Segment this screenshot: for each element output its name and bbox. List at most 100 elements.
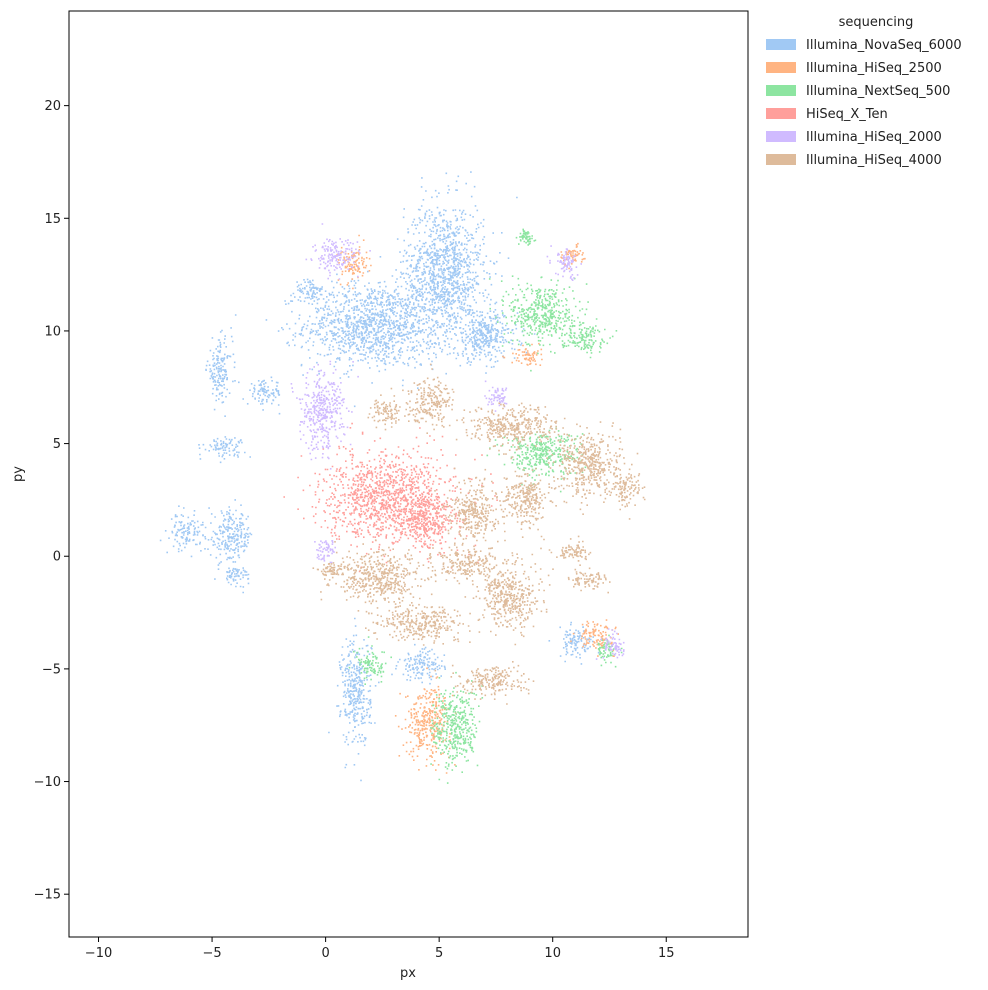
series-Illumina_HiSeq_4000 (312, 363, 646, 705)
cluster-points (595, 628, 625, 660)
cluster-points (430, 671, 484, 784)
cluster-4-1 (305, 223, 371, 280)
cluster-points (552, 567, 611, 594)
cluster-5-11 (434, 661, 535, 705)
cluster-points (515, 228, 537, 246)
cluster-0-10 (391, 643, 446, 685)
cluster-points (198, 436, 251, 464)
y-tick-label: 0 (53, 550, 61, 565)
cluster-points (391, 495, 464, 560)
cluster-5-10 (365, 597, 471, 646)
cluster-points (290, 360, 359, 470)
cluster-points (495, 457, 557, 550)
cluster-0-6 (159, 505, 206, 558)
cluster-points (328, 617, 380, 782)
x-tick-label: 5 (435, 946, 443, 961)
legend-swatch (766, 85, 796, 96)
legend-entry: Illumina_NextSeq_500 (806, 84, 950, 99)
legend-swatch (766, 154, 796, 165)
cluster-points (365, 597, 471, 646)
cluster-2-3 (430, 671, 484, 784)
cluster-1-4 (502, 342, 543, 366)
cluster-0-9 (328, 617, 380, 782)
x-tick-label: 15 (658, 946, 675, 961)
cluster-points (402, 363, 455, 434)
cluster-points (434, 661, 535, 705)
cluster-5-9 (464, 552, 551, 646)
cluster-5-3 (538, 421, 640, 515)
scatter-points (159, 171, 646, 784)
legend: sequencing Illumina_NovaSeq_6000 Illumina… (766, 15, 962, 168)
cluster-points (205, 327, 236, 417)
cluster-points (464, 552, 551, 646)
legend-swatch (766, 131, 796, 142)
cluster-points (548, 621, 606, 665)
y-tick-label: −10 (34, 775, 61, 790)
cluster-5-6 (606, 467, 646, 520)
cluster-5-14 (316, 563, 353, 579)
cluster-points (570, 619, 619, 657)
cluster-points (196, 499, 253, 580)
cluster-points (305, 223, 371, 280)
legend-entry: Illumina_NovaSeq_6000 (806, 38, 962, 53)
cluster-1-0 (394, 667, 457, 774)
y-tick-label: 15 (44, 212, 61, 227)
y-axis-ticks: −15 −10 −5 0 5 10 15 20 (34, 99, 69, 903)
cluster-0-11 (548, 621, 606, 665)
y-tick-label: 10 (44, 324, 61, 339)
y-tick-label: 20 (44, 99, 61, 114)
cluster-3-1 (391, 495, 464, 560)
legend-entry: HiSeq_X_Ten (806, 107, 888, 122)
cluster-0-5 (196, 499, 253, 580)
cluster-5-7 (312, 539, 444, 612)
legend-entry: Illumina_HiSeq_2000 (806, 130, 942, 145)
cluster-points (367, 387, 407, 431)
plot-frame (68, 10, 749, 938)
cluster-points (159, 505, 206, 558)
cluster-points (448, 402, 578, 458)
legend-entry: Illumina_HiSeq_2500 (806, 61, 942, 76)
cluster-2-5 (597, 634, 623, 668)
x-tick-label: 10 (544, 946, 561, 961)
legend-swatch (766, 39, 796, 50)
legend-swatch (766, 108, 796, 119)
y-tick-label: −5 (42, 662, 61, 677)
cluster-points (548, 535, 592, 566)
cluster-5-0 (402, 363, 455, 434)
cluster-5-2 (448, 402, 578, 458)
cluster-0-3 (205, 327, 236, 417)
series-Illumina_HiSeq_2000 (290, 223, 625, 660)
y-tick-label: −15 (34, 888, 61, 903)
series-Illumina_NovaSeq_6000 (159, 171, 606, 782)
y-tick-label: 5 (53, 437, 61, 452)
cluster-points (290, 278, 327, 305)
cluster-0-7 (214, 561, 250, 594)
cluster-1-1 (570, 619, 619, 657)
x-axis-ticks: −10 −5 0 5 10 15 (85, 937, 675, 961)
series-Illumina_NextSeq_500 (348, 228, 623, 784)
cluster-points (348, 636, 392, 685)
cluster-points (394, 667, 457, 774)
cluster-points (214, 561, 250, 594)
x-axis-label: px (400, 966, 416, 981)
legend-swatch (766, 62, 796, 73)
cluster-points (391, 643, 446, 685)
cluster-5-13 (552, 567, 611, 594)
cluster-5-1 (367, 387, 407, 431)
cluster-points (538, 421, 640, 515)
cluster-points (316, 563, 353, 579)
cluster-0-12 (290, 278, 327, 305)
x-tick-label: −10 (85, 946, 112, 961)
cluster-points (597, 634, 623, 668)
cluster-points (312, 539, 444, 612)
cluster-points (551, 313, 618, 359)
cluster-5-12 (548, 535, 592, 566)
cluster-4-2 (546, 245, 582, 281)
cluster-0-8 (198, 436, 251, 464)
cluster-2-4 (348, 636, 392, 685)
cluster-0-2 (434, 303, 536, 368)
series-HiSeq_X_Ten (283, 422, 498, 573)
cluster-points (546, 245, 582, 281)
